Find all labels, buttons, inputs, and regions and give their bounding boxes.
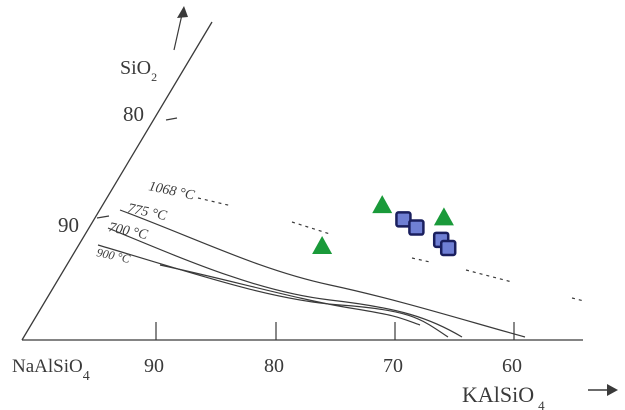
- kalsio4-label: KAlSiO 4: [462, 382, 545, 410]
- isotherm-label-1068: 1068 °C: [147, 179, 196, 203]
- square-sample-marker: [439, 239, 457, 257]
- sio2-label: SiO2: [120, 57, 157, 84]
- nepheline-silica-axis: [21, 21, 213, 341]
- isotherm-curve-900-a: [97, 244, 449, 338]
- naalsio4-label: NaAlSiO4: [12, 356, 90, 384]
- isotherm-label-700: 700 °C: [107, 220, 149, 243]
- isotherm-curve-900-b: [159, 264, 421, 326]
- bottom-tick-label-90: 90: [144, 355, 164, 377]
- silica-arrow-head: [177, 6, 188, 18]
- isotherm-label-900: 900 °C: [95, 245, 132, 266]
- triangle-sample-marker: [433, 207, 454, 226]
- isotherm-curve-775: [119, 209, 526, 338]
- left-axis-tick-80: [165, 117, 178, 121]
- left-tick-label-90: 90: [58, 213, 79, 237]
- kalsio4-arrow-head: [607, 384, 618, 396]
- isotherm-dash-upper: [291, 221, 331, 235]
- isotherm-dash-mid: [411, 257, 431, 263]
- isotherm-curve-700: [107, 227, 463, 338]
- isotherm-dash-1068: [197, 197, 233, 207]
- triangle-sample-marker: [372, 195, 393, 214]
- isotherm-dash-far-right: [571, 297, 585, 302]
- bottom-tick-label-80: 80: [264, 355, 284, 377]
- bottom-tick-label-60: 60: [502, 355, 522, 377]
- left-tick-label-80: 80: [123, 102, 144, 126]
- left-axis-tick-90: [96, 215, 110, 219]
- triangle-sample-marker: [312, 235, 333, 254]
- sample-markers: [312, 195, 457, 257]
- square-sample-marker: [408, 219, 425, 236]
- bottom-tick-label-70: 70: [383, 355, 403, 377]
- square-sample-marker: [395, 211, 412, 228]
- isotherm-dash-right: [465, 269, 513, 283]
